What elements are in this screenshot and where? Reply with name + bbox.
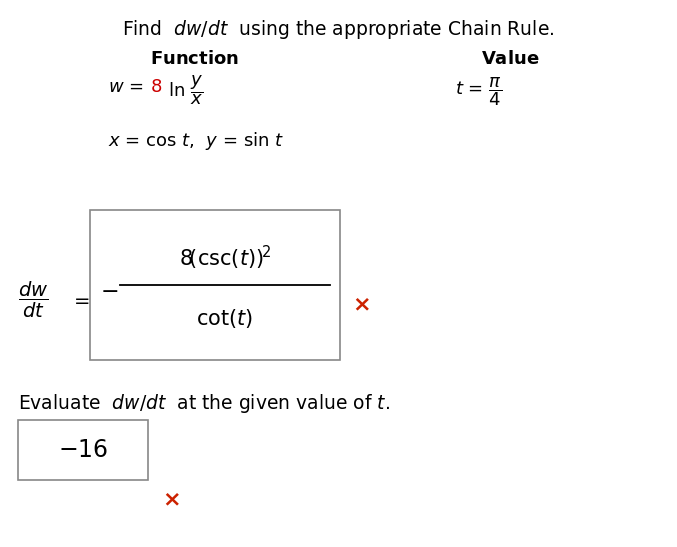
Text: $8$: $8$ [150, 78, 162, 96]
Text: $w$ =: $w$ = [108, 78, 146, 96]
Text: $-16$: $-16$ [58, 438, 108, 462]
Text: $\cot(t)$: $\cot(t)$ [196, 306, 254, 329]
Text: $\mathbf{\times}$: $\mathbf{\times}$ [162, 490, 180, 510]
Text: Find  $dw/dt$  using the appropriate Chain Rule.: Find $dw/dt$ using the appropriate Chain… [122, 18, 554, 41]
Text: $-$: $-$ [100, 280, 118, 300]
FancyBboxPatch shape [18, 420, 148, 480]
Text: $8\!\left(\csc(t)\right)^{\!2}$: $8\!\left(\csc(t)\right)^{\!2}$ [179, 244, 271, 272]
Text: $x$ = cos $t$,  $y$ = sin $t$: $x$ = cos $t$, $y$ = sin $t$ [108, 130, 284, 152]
Text: $\mathbf{Value}$: $\mathbf{Value}$ [481, 50, 539, 68]
Text: Evaluate  $dw/dt$  at the given value of $t$.: Evaluate $dw/dt$ at the given value of $… [18, 392, 390, 415]
Text: $=$: $=$ [70, 290, 90, 310]
Text: $t$ = $\dfrac{\pi}{4}$: $t$ = $\dfrac{\pi}{4}$ [455, 75, 502, 108]
Text: $\mathbf{Function}$: $\mathbf{Function}$ [150, 50, 240, 68]
Text: $\dfrac{dw}{dt}$: $\dfrac{dw}{dt}$ [18, 280, 48, 320]
Text: ln $\dfrac{y}{x}$: ln $\dfrac{y}{x}$ [163, 73, 204, 107]
FancyBboxPatch shape [90, 210, 340, 360]
Text: $\mathbf{\times}$: $\mathbf{\times}$ [352, 295, 370, 315]
